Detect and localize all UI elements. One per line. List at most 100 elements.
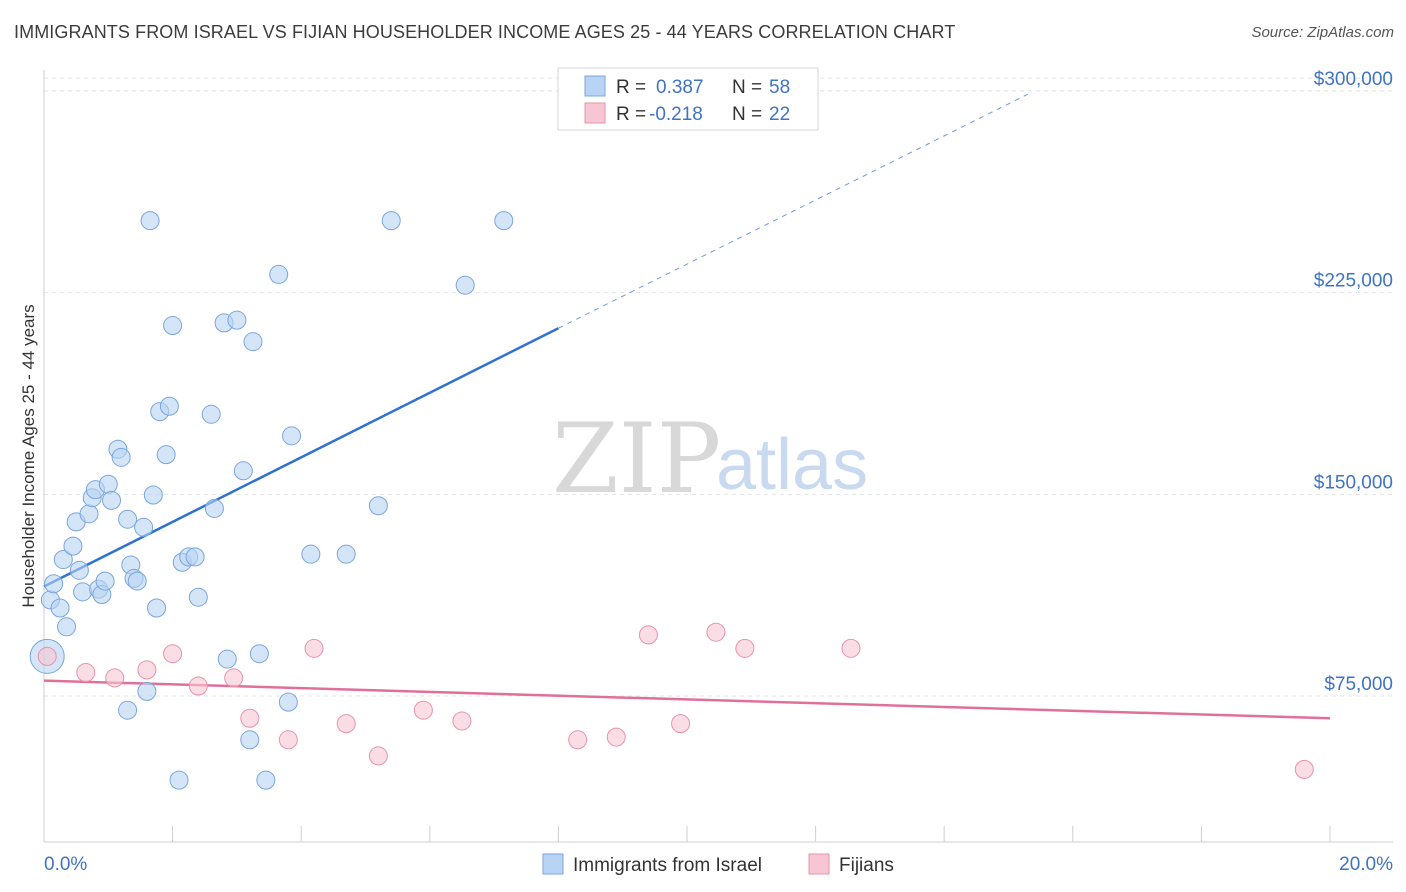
- bottom-legend-label-israel: Immigrants from Israel: [573, 855, 762, 876]
- grid-lines: [44, 77, 1393, 697]
- point-israel: [143, 485, 163, 505]
- point-fijians: [278, 730, 298, 750]
- x-tick-label-min: 0.0%: [44, 854, 87, 875]
- trend-line-fijians: [43, 679, 1331, 720]
- point-israel: [69, 560, 89, 580]
- legend-n-label-israel: N =: [732, 77, 762, 98]
- y-tick-label: $300,000: [1314, 69, 1393, 90]
- point-fijians: [76, 663, 96, 683]
- trend-line-israel-extension: [558, 93, 1029, 329]
- point-fijians: [336, 714, 356, 734]
- point-israel: [111, 447, 131, 467]
- point-israel: [336, 544, 356, 564]
- point-israel: [282, 426, 302, 446]
- legend-n-label-fijians: N =: [732, 104, 762, 125]
- point-fijians: [105, 668, 125, 688]
- y-tick-label: $225,000: [1314, 271, 1393, 292]
- point-israel: [50, 598, 70, 618]
- point-israel: [57, 617, 77, 637]
- point-fijians: [37, 646, 57, 666]
- legend-swatch-israel: [584, 75, 606, 97]
- point-israel: [188, 587, 208, 607]
- point-israel: [301, 544, 321, 564]
- point-israel: [455, 275, 475, 295]
- point-israel: [185, 547, 205, 567]
- bottom-legend-label-fijians: Fijians: [839, 855, 894, 876]
- legend-swatch-fijians: [584, 102, 606, 124]
- point-fijians: [606, 727, 626, 747]
- point-israel: [156, 445, 176, 465]
- point-israel: [233, 461, 253, 481]
- point-israel: [163, 316, 183, 336]
- point-fijians: [240, 708, 260, 728]
- point-israel: [243, 332, 263, 352]
- point-israel: [98, 474, 118, 494]
- y-tick-label: $150,000: [1314, 472, 1393, 493]
- point-fijians: [137, 660, 157, 680]
- legend-r-value-israel: 0.387: [656, 77, 704, 98]
- trend-line-israel: [43, 327, 559, 588]
- point-israel: [63, 536, 83, 556]
- chart-title: IMMIGRANTS FROM ISRAEL VS FIJIAN HOUSEHO…: [14, 22, 956, 42]
- point-israel: [204, 498, 224, 518]
- x-tick-label-max: 20.0%: [1339, 854, 1393, 875]
- watermark-zip: ZIP: [552, 403, 721, 515]
- point-israel: [368, 496, 388, 516]
- point-israel: [147, 598, 167, 618]
- point-israel: [44, 574, 64, 594]
- point-fijians: [706, 622, 726, 642]
- point-fijians: [638, 625, 658, 645]
- legend-r-label-fijians: R =: [616, 104, 646, 125]
- correlation-legend: R = 0.387 N = 58 R = -0.218 N = 22: [557, 67, 819, 131]
- point-fijians: [304, 638, 324, 658]
- point-israel: [118, 509, 138, 529]
- point-fijians: [188, 676, 208, 696]
- point-fijians: [452, 711, 472, 731]
- point-israel: [256, 770, 276, 790]
- point-fijians: [413, 700, 433, 720]
- legend-n-value-fijians: 22: [769, 104, 790, 125]
- bottom-legend-swatch-fijians: [808, 853, 830, 875]
- point-israel: [102, 490, 122, 510]
- point-fijians: [841, 638, 861, 658]
- point-israel: [73, 582, 93, 602]
- point-fijians: [671, 714, 691, 734]
- point-israel: [169, 770, 189, 790]
- y-axis-label: Householder Income Ages 25 - 44 years: [19, 304, 38, 607]
- point-israel: [53, 550, 73, 570]
- point-fijians: [368, 746, 388, 766]
- point-israel: [118, 700, 138, 720]
- watermark-atlas: atlas: [716, 425, 868, 505]
- point-fijians: [224, 668, 244, 688]
- point-fijians: [735, 638, 755, 658]
- trend-lines: [43, 93, 1331, 720]
- point-israel: [240, 730, 260, 750]
- point-fijians: [163, 644, 183, 664]
- x-ticks: [172, 826, 1331, 842]
- point-israel: [95, 571, 115, 591]
- chart-source: Source: ZipAtlas.com: [1251, 24, 1394, 41]
- point-israel: [249, 644, 269, 664]
- point-israel: [278, 692, 298, 712]
- legend-n-value-israel: 58: [769, 77, 790, 98]
- point-israel: [140, 211, 160, 231]
- point-israel: [227, 310, 247, 330]
- data-points: [29, 211, 1314, 790]
- point-israel: [217, 649, 237, 669]
- y-tick-labels: $75,000 $150,000 $225,000 $300,000: [1314, 69, 1393, 695]
- point-israel: [494, 211, 514, 231]
- point-fijians: [1294, 759, 1314, 779]
- point-israel: [269, 264, 289, 284]
- axes: [43, 70, 1393, 843]
- point-israel: [159, 396, 179, 416]
- bottom-legend-swatch-israel: [542, 853, 564, 875]
- legend-r-label-israel: R =: [616, 77, 646, 98]
- point-israel: [201, 404, 221, 424]
- point-fijians: [568, 730, 588, 750]
- point-israel: [127, 571, 147, 591]
- series-legend: Immigrants from Israel Fijians: [542, 853, 894, 876]
- watermark: ZIP atlas: [552, 403, 868, 515]
- point-israel: [137, 681, 157, 701]
- point-israel: [134, 517, 154, 537]
